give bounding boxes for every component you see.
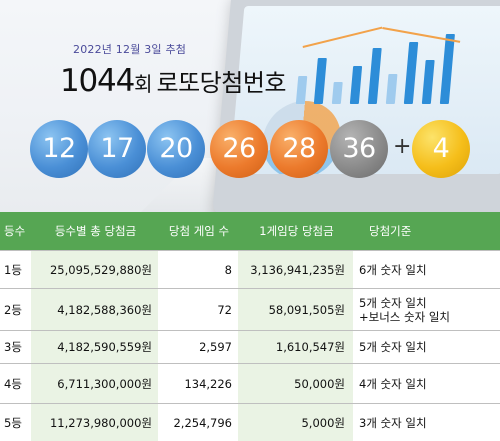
cell-per-game: 1,610,547원 xyxy=(238,331,353,363)
cell-games: 134,226 xyxy=(158,364,238,403)
round-unit: 회 xyxy=(134,72,153,96)
cell-games: 2,254,796 xyxy=(158,404,238,441)
decorative-bar xyxy=(403,42,419,104)
winning-number-ball: 36 xyxy=(330,120,388,178)
cell-criteria: 5개 숫자 일치 xyxy=(353,331,500,363)
winning-number-ball: 20 xyxy=(147,120,205,178)
cell-per-game: 58,091,505원 xyxy=(238,289,353,330)
decorative-bar xyxy=(385,74,398,104)
table-row: 5등 11,273,980,000원 2,254,796 5,000원 3개 숫… xyxy=(0,403,500,441)
cell-rank: 3등 xyxy=(0,331,31,363)
cell-games: 2,597 xyxy=(158,331,238,363)
table-header: 등수 등수별 총 당첨금 당첨 게임 수 1게임당 당첨금 당첨기준 xyxy=(0,212,500,250)
table-row: 2등 4,182,588,360원 72 58,091,505원 5개 숫자 일… xyxy=(0,288,500,330)
cell-criteria: 5개 숫자 일치 +보너스 숫자 일치 xyxy=(353,289,500,330)
table-row: 3등 4,182,590,559원 2,597 1,610,547원 5개 숫자… xyxy=(0,330,500,363)
cell-criteria: 3개 숫자 일치 xyxy=(353,404,500,441)
cell-rank: 4등 xyxy=(0,364,31,403)
decorative-line xyxy=(302,26,383,48)
decorative-bar xyxy=(331,82,343,104)
cell-games: 72 xyxy=(158,289,238,330)
cell-total: 11,273,980,000원 xyxy=(31,404,158,441)
cell-per-game: 3,136,941,235원 xyxy=(238,251,353,288)
header-total: 등수별 총 당첨금 xyxy=(54,224,137,238)
winning-number-ball: 12 xyxy=(30,120,88,178)
winning-number-ball: 17 xyxy=(88,120,146,178)
winning-number-ball: 28 xyxy=(270,120,328,178)
prize-table: 등수 등수별 총 당첨금 당첨 게임 수 1게임당 당첨금 당첨기준 1등 25… xyxy=(0,212,500,441)
cell-total: 6,711,300,000원 xyxy=(31,364,158,403)
header-rank: 등수 xyxy=(4,224,26,238)
decorative-bar xyxy=(439,34,455,104)
cell-rank: 1등 xyxy=(0,251,31,288)
cell-games: 8 xyxy=(158,251,238,288)
page-title: 1044회 로또당첨번호 xyxy=(60,63,286,99)
table-row: 1등 25,095,529,880원 8 3,136,941,235원 6개 숫… xyxy=(0,250,500,288)
round-number: 1044 xyxy=(60,63,135,99)
header-per-game: 1게임당 당첨금 xyxy=(259,224,334,238)
decorative-bar xyxy=(367,48,382,104)
header-games: 당첨 게임 수 xyxy=(168,224,230,238)
winning-number-ball: 26 xyxy=(210,120,268,178)
cell-criteria: 6개 숫자 일치 xyxy=(353,251,500,288)
header-criteria: 당첨기준 xyxy=(369,224,412,238)
cell-rank: 2등 xyxy=(0,289,31,330)
cell-criteria: 4개 숫자 일치 xyxy=(353,364,500,403)
cell-total: 4,182,590,559원 xyxy=(31,331,158,363)
draw-date: 2022년 12월 3일 추첨 xyxy=(73,43,187,56)
decorative-bar xyxy=(421,60,435,104)
bonus-number-ball: 4 xyxy=(412,120,470,178)
cell-total: 4,182,588,360원 xyxy=(31,289,158,330)
decorative-bar xyxy=(349,66,363,104)
plus-sign: + xyxy=(393,134,412,159)
title-text: 로또당첨번호 xyxy=(156,69,287,97)
cell-rank: 5등 xyxy=(0,404,31,441)
table-row: 4등 6,711,300,000원 134,226 50,000원 4개 숫자 … xyxy=(0,363,500,403)
cell-per-game: 5,000원 xyxy=(238,404,353,441)
hero-banner: 2022년 12월 3일 추첨 1044회 로또당첨번호 12 17 20 26 … xyxy=(0,0,500,212)
decorative-bar xyxy=(313,58,327,104)
tablet-graphic xyxy=(211,0,500,212)
cell-per-game: 50,000원 xyxy=(238,364,353,403)
decorative-bar xyxy=(295,76,308,104)
cell-total: 25,095,529,880원 xyxy=(31,251,158,288)
